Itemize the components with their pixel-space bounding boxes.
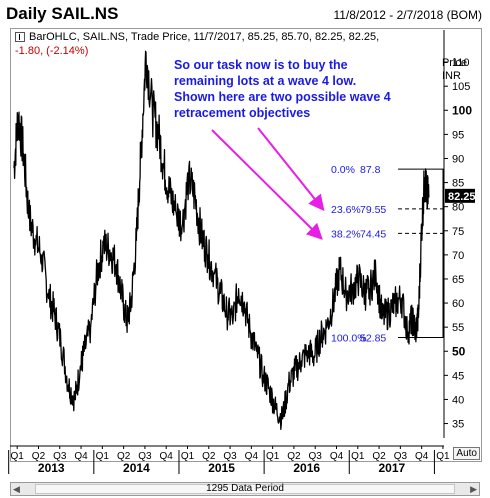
chart-title: Daily SAIL.NS (6, 4, 119, 23)
year-label: 2014 (123, 461, 150, 475)
year-label: 2015 (208, 461, 235, 475)
price-axis-header: Price INR (442, 57, 467, 83)
price-label: Price (441, 57, 467, 69)
scroll-thumb[interactable] (35, 484, 455, 494)
chart-panel[interactable]: BarOHLC, SAIL.NS, Trade Price, 11/7/2017… (10, 28, 482, 462)
scroll-left-icon[interactable]: ◀ (13, 484, 20, 494)
auto-scale-button[interactable]: Auto (453, 447, 480, 460)
scroll-right-icon[interactable]: ▶ (470, 484, 477, 494)
year-label: 2016 (293, 461, 320, 475)
year-label: 2017 (378, 461, 405, 475)
ohlc-bar-icon (15, 32, 25, 42)
currency-label: INR (441, 70, 461, 82)
scrollbar[interactable]: ◀ 1295 Data Period ▶ (10, 482, 480, 496)
change-info: -1.80, (-2.14%) (15, 45, 89, 57)
date-range: 11/8/2012 - 2/7/2018 (BOM) (333, 8, 482, 22)
data-period-label: 1295 Data Period (206, 483, 284, 494)
year-label: 2013 (38, 461, 65, 475)
ohlc-info-line: BarOHLC, SAIL.NS, Trade Price, 11/7/2017… (15, 31, 379, 43)
ohlc-info-text: BarOHLC, SAIL.NS, Trade Price, 11/7/2017… (29, 31, 380, 43)
